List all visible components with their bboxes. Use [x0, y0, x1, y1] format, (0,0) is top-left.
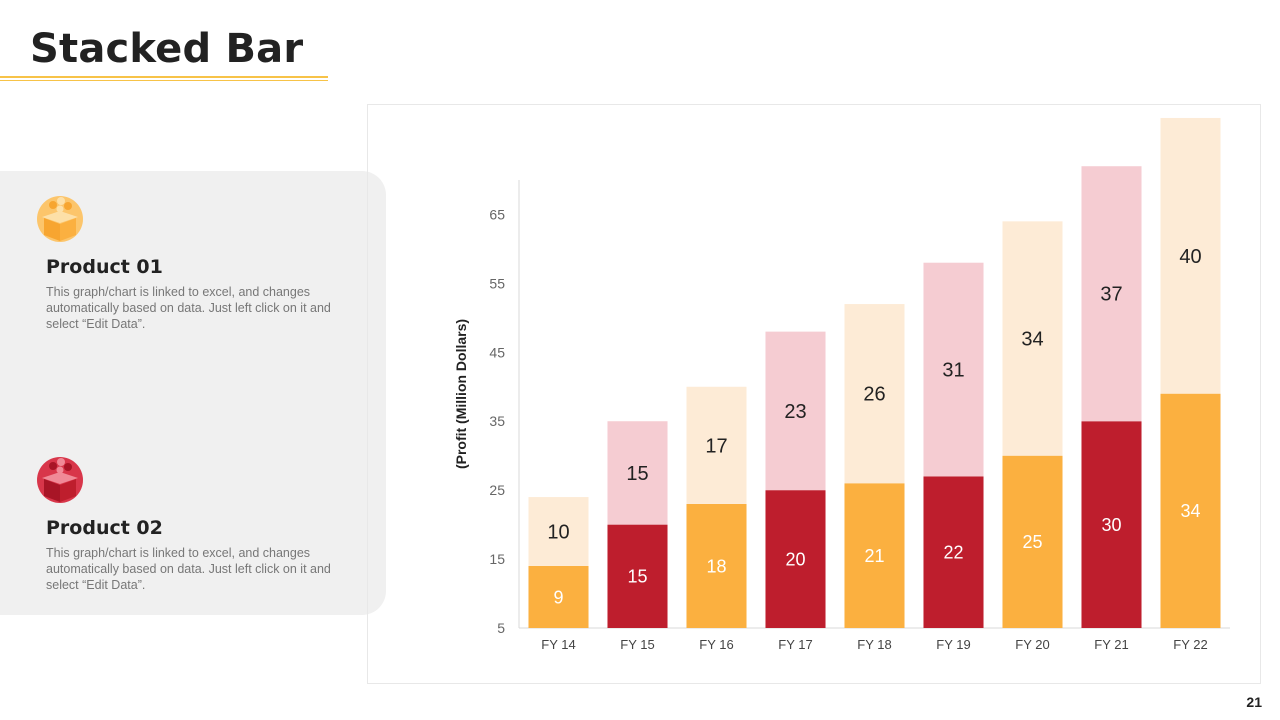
- x-tick-label: FY 21: [1094, 637, 1128, 652]
- bar-segment: [1160, 393, 1221, 628]
- y-tick-label: 35: [489, 413, 505, 429]
- x-tick-label: FY 14: [541, 637, 575, 652]
- data-label: 31: [942, 360, 964, 382]
- y-tick-label: 55: [489, 275, 505, 291]
- bar-segment: [528, 497, 589, 566]
- stacked-bar-chart: 5 15 25 35 45 55 65 (Profit (Million Dollars) 9 1…: [453, 117, 1230, 652]
- bar-segment: [765, 490, 826, 628]
- data-label: 22: [943, 542, 963, 562]
- bar-segment: [686, 386, 747, 504]
- x-tick-label: FY 19: [936, 637, 970, 652]
- y-tick-label: 65: [489, 206, 505, 222]
- data-label: 15: [626, 463, 648, 485]
- bar-segment: [1081, 421, 1142, 628]
- bar-segment: [765, 331, 826, 491]
- title-underline: [0, 76, 328, 78]
- product-name: Product 02: [46, 517, 163, 539]
- product-description: This graph/chart is linked to excel, and…: [46, 285, 331, 331]
- x-tick-label: FY 22: [1173, 637, 1207, 652]
- data-label: 34: [1180, 501, 1200, 521]
- bar-segment: [607, 421, 668, 525]
- product-description: This graph/chart is linked to excel, and…: [46, 546, 331, 592]
- bar-segment: [528, 565, 589, 628]
- y-tick-label: 5: [497, 620, 505, 636]
- bar-segment: [686, 503, 747, 628]
- page-title: Stacked Bar: [30, 26, 304, 72]
- bar-segment: [1081, 166, 1142, 422]
- y-tick-label: 15: [489, 551, 505, 567]
- data-label: 9: [553, 587, 563, 607]
- data-label: 18: [706, 556, 726, 576]
- bar-segment: [1002, 221, 1063, 456]
- bar-segment: [1002, 455, 1063, 628]
- box-icon: [37, 457, 83, 503]
- product-name: Product 01: [46, 256, 163, 278]
- bar-segment: [844, 304, 905, 484]
- bar-segment: [923, 262, 984, 477]
- data-label: 37: [1100, 284, 1122, 306]
- product-panel: [0, 171, 386, 615]
- page-number: 21: [1246, 694, 1262, 710]
- data-label: 30: [1101, 515, 1121, 535]
- data-label: 25: [1022, 532, 1042, 552]
- data-label: 34: [1021, 329, 1043, 351]
- x-tick-label: FY 15: [620, 637, 654, 652]
- bar-segment: [923, 476, 984, 628]
- data-label: 40: [1179, 246, 1201, 268]
- x-tick-label: FY 18: [857, 637, 891, 652]
- data-label: 20: [785, 549, 805, 569]
- box-icon: [37, 196, 83, 242]
- title-underline-thin: [0, 80, 328, 81]
- bar-segment: [844, 483, 905, 628]
- data-label: 21: [864, 546, 884, 566]
- data-label: 10: [547, 522, 569, 544]
- x-tick-label: FY 16: [699, 637, 733, 652]
- chart-frame: 5 15 25 35 45 55 65 (Profit (Million Dollars) 9 1…: [367, 104, 1261, 684]
- y-tick-label: 45: [489, 344, 505, 360]
- data-label: 17: [705, 435, 727, 457]
- bar-segment: [1160, 117, 1221, 394]
- x-tick-label: FY 20: [1015, 637, 1049, 652]
- data-label: 26: [863, 384, 885, 406]
- x-tick-label: FY 17: [778, 637, 812, 652]
- product-card-2: Product 02 This graph/chart is linked to…: [37, 454, 366, 593]
- bar-segment: [607, 524, 668, 628]
- product-card-1: Product 01 This graph/chart is linked to…: [37, 193, 366, 332]
- data-label: 15: [627, 567, 647, 587]
- data-label: 23: [784, 401, 806, 423]
- y-axis-label: (Profit (Million Dollars): [453, 319, 469, 469]
- y-tick-label: 25: [489, 482, 505, 498]
